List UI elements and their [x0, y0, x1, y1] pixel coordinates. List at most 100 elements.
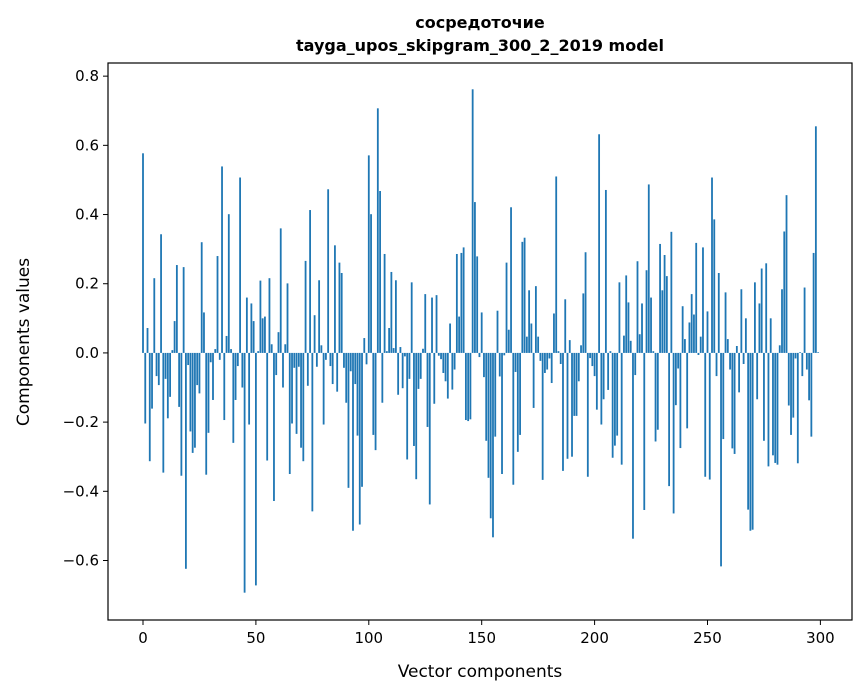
bar-component-150 [480, 312, 483, 353]
bar-component-274 [760, 268, 763, 353]
bar-component-14 [173, 321, 176, 353]
bar-component-36 [223, 352, 226, 421]
bar-component-158 [498, 352, 501, 377]
bar-component-129 [433, 352, 436, 404]
bar-component-37 [225, 335, 228, 353]
bar-component-234 [670, 231, 673, 353]
bar-component-233 [668, 352, 671, 487]
bar-component-258 [724, 292, 727, 353]
bar-component-1 [144, 352, 147, 424]
bar-component-169 [523, 237, 526, 353]
bar-component-204 [602, 352, 605, 400]
bar-component-58 [273, 352, 275, 501]
bar-component-95 [356, 352, 359, 436]
bar-component-146 [471, 89, 474, 353]
bar-component-120 [413, 352, 415, 446]
bar-component-232 [665, 276, 668, 353]
bar-component-11 [166, 352, 169, 419]
bar-component-275 [763, 352, 765, 441]
bar-component-59 [275, 352, 278, 376]
bar-component-154 [489, 352, 492, 519]
bar-component-34 [218, 352, 221, 360]
bar-component-125 [424, 294, 427, 353]
bar-component-220 [638, 334, 641, 353]
bar-component-176 [539, 352, 542, 361]
bar-component-175 [537, 336, 540, 353]
bar-component-73 [306, 352, 309, 386]
bar-component-190 [571, 352, 573, 457]
bar-component-9 [162, 352, 165, 473]
bar-component-165 [514, 352, 517, 372]
bar-component-285 [785, 195, 788, 353]
bar-component-241 [686, 352, 689, 429]
bar-component-265 [740, 289, 743, 353]
bars [142, 89, 820, 593]
bar-component-64 [286, 283, 289, 353]
bar-component-290 [796, 352, 799, 464]
x-tick-label: 150 [467, 629, 496, 647]
bar-component-172 [530, 323, 533, 353]
bar-component-102 [372, 352, 375, 435]
x-tick-label: 250 [693, 629, 722, 647]
bar-component-247 [699, 336, 702, 353]
bar-component-128 [431, 297, 433, 353]
bar-component-54 [264, 316, 266, 353]
bar-component-269 [749, 352, 752, 531]
bar-component-149 [478, 352, 481, 358]
bar-component-121 [415, 352, 418, 480]
bar-component-246 [697, 352, 700, 355]
bar-component-211 [618, 282, 621, 353]
bar-component-244 [693, 314, 695, 353]
bar-component-115 [401, 352, 404, 389]
bar-component-266 [742, 352, 745, 364]
bar-component-88 [340, 272, 343, 353]
bar-component-178 [544, 352, 546, 373]
bar-component-218 [634, 352, 637, 376]
bar-component-222 [643, 352, 646, 510]
bar-component-77 [315, 352, 318, 367]
bar-component-35 [221, 166, 223, 353]
bar-component-199 [591, 352, 594, 367]
bar-component-245 [695, 242, 698, 353]
bar-component-13 [171, 350, 174, 353]
bar-component-112 [394, 280, 397, 353]
bar-component-74 [309, 210, 311, 353]
bar-component-271 [754, 282, 756, 353]
bar-component-46 [245, 297, 248, 353]
bar-component-197 [586, 352, 589, 477]
bar-component-83 [329, 352, 332, 367]
bar-component-127 [428, 352, 431, 505]
bar-component-90 [345, 352, 348, 403]
bar-component-288 [792, 352, 795, 418]
bar-component-237 [677, 352, 680, 369]
bar-component-210 [616, 352, 619, 436]
bar-component-167 [519, 352, 521, 435]
bar-component-278 [769, 318, 772, 353]
bar-component-295 [808, 352, 811, 401]
bar-component-155 [492, 352, 494, 538]
bar-component-297 [812, 252, 815, 353]
bar-component-79 [320, 345, 323, 353]
bar-component-231 [663, 255, 666, 353]
bar-component-43 [239, 177, 241, 353]
bar-component-264 [738, 352, 741, 393]
bar-component-84 [331, 352, 334, 385]
bar-component-119 [410, 282, 413, 353]
x-tick-label: 100 [354, 629, 383, 647]
bar-component-289 [794, 352, 797, 359]
bar-component-145 [469, 352, 472, 420]
bar-component-152 [485, 352, 488, 441]
bar-component-221 [641, 303, 643, 353]
bar-component-292 [801, 352, 804, 377]
bar-component-139 [455, 253, 458, 353]
bar-component-76 [313, 315, 316, 353]
bar-component-109 [388, 328, 391, 353]
bar-component-280 [774, 352, 777, 463]
bar-component-262 [733, 352, 736, 454]
bar-component-287 [790, 352, 792, 435]
y-tick-label: −0.2 [63, 413, 99, 431]
bar-component-17 [180, 352, 183, 476]
bar-component-66 [291, 352, 293, 424]
bar-component-213 [623, 335, 625, 353]
